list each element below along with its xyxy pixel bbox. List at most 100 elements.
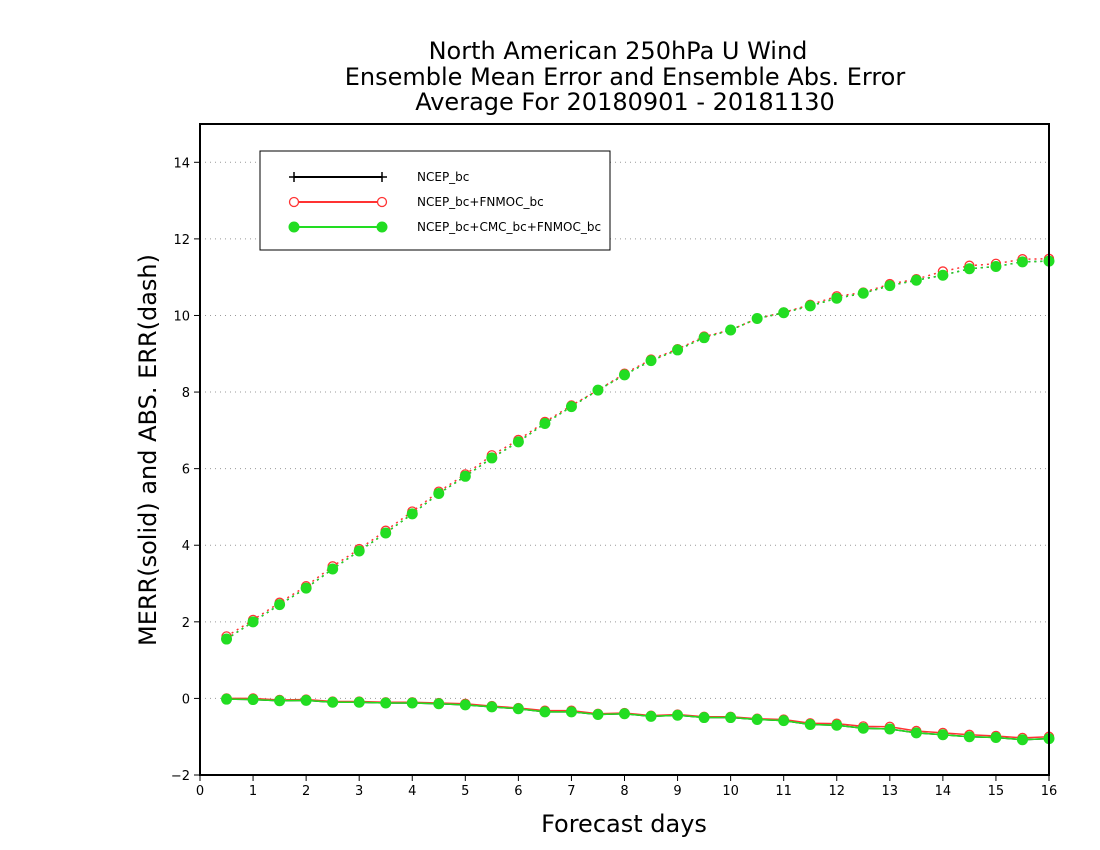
abs-err-point: [512, 436, 524, 448]
merr-point: [698, 712, 710, 724]
x-tick-label: 7: [567, 784, 575, 799]
x-tick-label: 8: [620, 784, 628, 799]
merr-point: [1016, 734, 1028, 746]
merr-point: [990, 731, 1002, 743]
x-tick-label: 10: [722, 784, 739, 799]
merr-point: [565, 706, 577, 718]
merr-point: [406, 697, 418, 709]
abs-err-point: [645, 355, 657, 367]
x-tick-label: 9: [673, 784, 681, 799]
plot-frame: [199, 123, 1050, 776]
merr-point: [512, 703, 524, 715]
x-tick-label: 3: [355, 784, 363, 799]
x-tick-label: 13: [882, 784, 899, 799]
x-axis-label: Forecast days: [541, 810, 707, 838]
merr-line: [226, 698, 1050, 741]
x-tick-label: 6: [514, 784, 522, 799]
merr-point: [539, 706, 551, 718]
x-tick-label: 16: [1041, 784, 1058, 799]
y-tick-label: 14: [173, 156, 190, 171]
y-tick-label: 8: [182, 386, 190, 401]
abs-err-point: [486, 452, 498, 464]
merr-point: [274, 695, 286, 707]
y-tick-label: −2: [171, 769, 190, 784]
abs-err-point: [406, 508, 418, 520]
legend-label: NCEP_bc+FNMOC_bc: [417, 195, 544, 209]
merr-point: [778, 715, 790, 727]
abs-err-point: [751, 313, 763, 325]
merr-point: [857, 722, 869, 734]
abs-err-point: [592, 384, 604, 396]
abs-err-point: [459, 470, 471, 482]
abs-err-point: [1016, 256, 1028, 268]
x-tick-label: 14: [935, 784, 952, 799]
merr-point: [353, 696, 365, 708]
merr-point: [486, 701, 498, 713]
abs-err-point: [539, 417, 551, 429]
merr-point: [592, 708, 604, 720]
merr-point: [380, 697, 392, 709]
y-tick-label: 0: [182, 692, 190, 707]
x-tick-label: 0: [196, 784, 204, 799]
series-2: [221, 255, 1055, 746]
abs-err-point: [353, 545, 365, 557]
legend-marker: [288, 221, 300, 233]
abs-err-point: [990, 260, 1002, 272]
abs-err-point: [433, 488, 445, 500]
series-0: [221, 256, 1054, 745]
abs-err-point: [963, 263, 975, 275]
merr-point: [619, 708, 630, 720]
abs-err-point: [672, 344, 684, 356]
abs-err-point: [910, 274, 922, 286]
merr-point: [884, 723, 896, 735]
merr-line: [226, 697, 1050, 739]
merr-point: [963, 731, 975, 743]
abs-err-point: [804, 300, 816, 312]
abs-err-point: [565, 401, 577, 413]
merr-point: [910, 727, 922, 739]
y-tick-label: 12: [173, 233, 190, 248]
merr-point: [751, 713, 763, 725]
abs-err-line: [226, 260, 1050, 640]
chart-title-line-2: Ensemble Mean Error and Ensemble Abs. Er…: [345, 63, 906, 91]
legend-marker: [376, 196, 388, 208]
merr-point: [831, 719, 843, 731]
abs-err-point: [937, 269, 949, 281]
y-axis-label: MERR(solid) and ABS. ERR(dash): [134, 254, 162, 646]
abs-err-point: [831, 292, 843, 304]
abs-err-point: [884, 280, 896, 292]
merr-point: [937, 729, 949, 741]
abs-err-point: [274, 599, 286, 611]
x-tick-label: 5: [461, 784, 469, 799]
abs-err-point: [380, 527, 392, 539]
merr-point: [433, 698, 445, 710]
x-tick-label: 12: [828, 784, 845, 799]
merr-point: [221, 693, 233, 705]
abs-err-point: [698, 332, 710, 344]
merr-point: [672, 709, 684, 721]
x-tick-label: 2: [302, 784, 310, 799]
abs-err-point: [221, 633, 233, 645]
merr-point: [804, 718, 816, 730]
merr-point: [459, 699, 471, 711]
abs-err-line: [226, 260, 1050, 640]
y-tick-label: 10: [173, 309, 190, 324]
abs-err-point: [778, 307, 790, 319]
legend-label: NCEP_bc: [417, 170, 469, 184]
legend-box: [259, 150, 611, 251]
series-1: [221, 253, 1055, 744]
y-tick-label: 6: [182, 463, 190, 478]
legend-marker: [289, 172, 299, 182]
abs-err-point: [247, 616, 259, 628]
abs-err-point: [300, 582, 312, 594]
plot-series: [221, 253, 1055, 746]
x-tick-label: 4: [408, 784, 416, 799]
x-tick-label: 1: [249, 784, 257, 799]
abs-err-point: [857, 287, 869, 299]
merr-point: [247, 694, 259, 706]
x-tick-label: 11: [775, 784, 792, 799]
legend-marker: [377, 172, 387, 182]
abs-err-point: [725, 324, 737, 336]
y-tick-label: 2: [182, 616, 190, 631]
